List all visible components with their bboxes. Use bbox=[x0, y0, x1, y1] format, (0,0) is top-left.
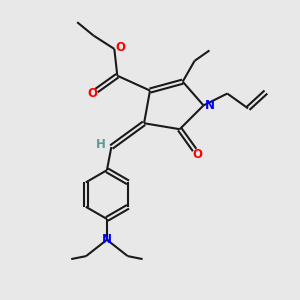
Text: O: O bbox=[115, 41, 125, 54]
Text: H: H bbox=[96, 138, 106, 151]
Text: N: N bbox=[204, 99, 214, 112]
Text: O: O bbox=[87, 87, 97, 100]
Text: N: N bbox=[102, 233, 112, 246]
Text: O: O bbox=[193, 148, 202, 161]
